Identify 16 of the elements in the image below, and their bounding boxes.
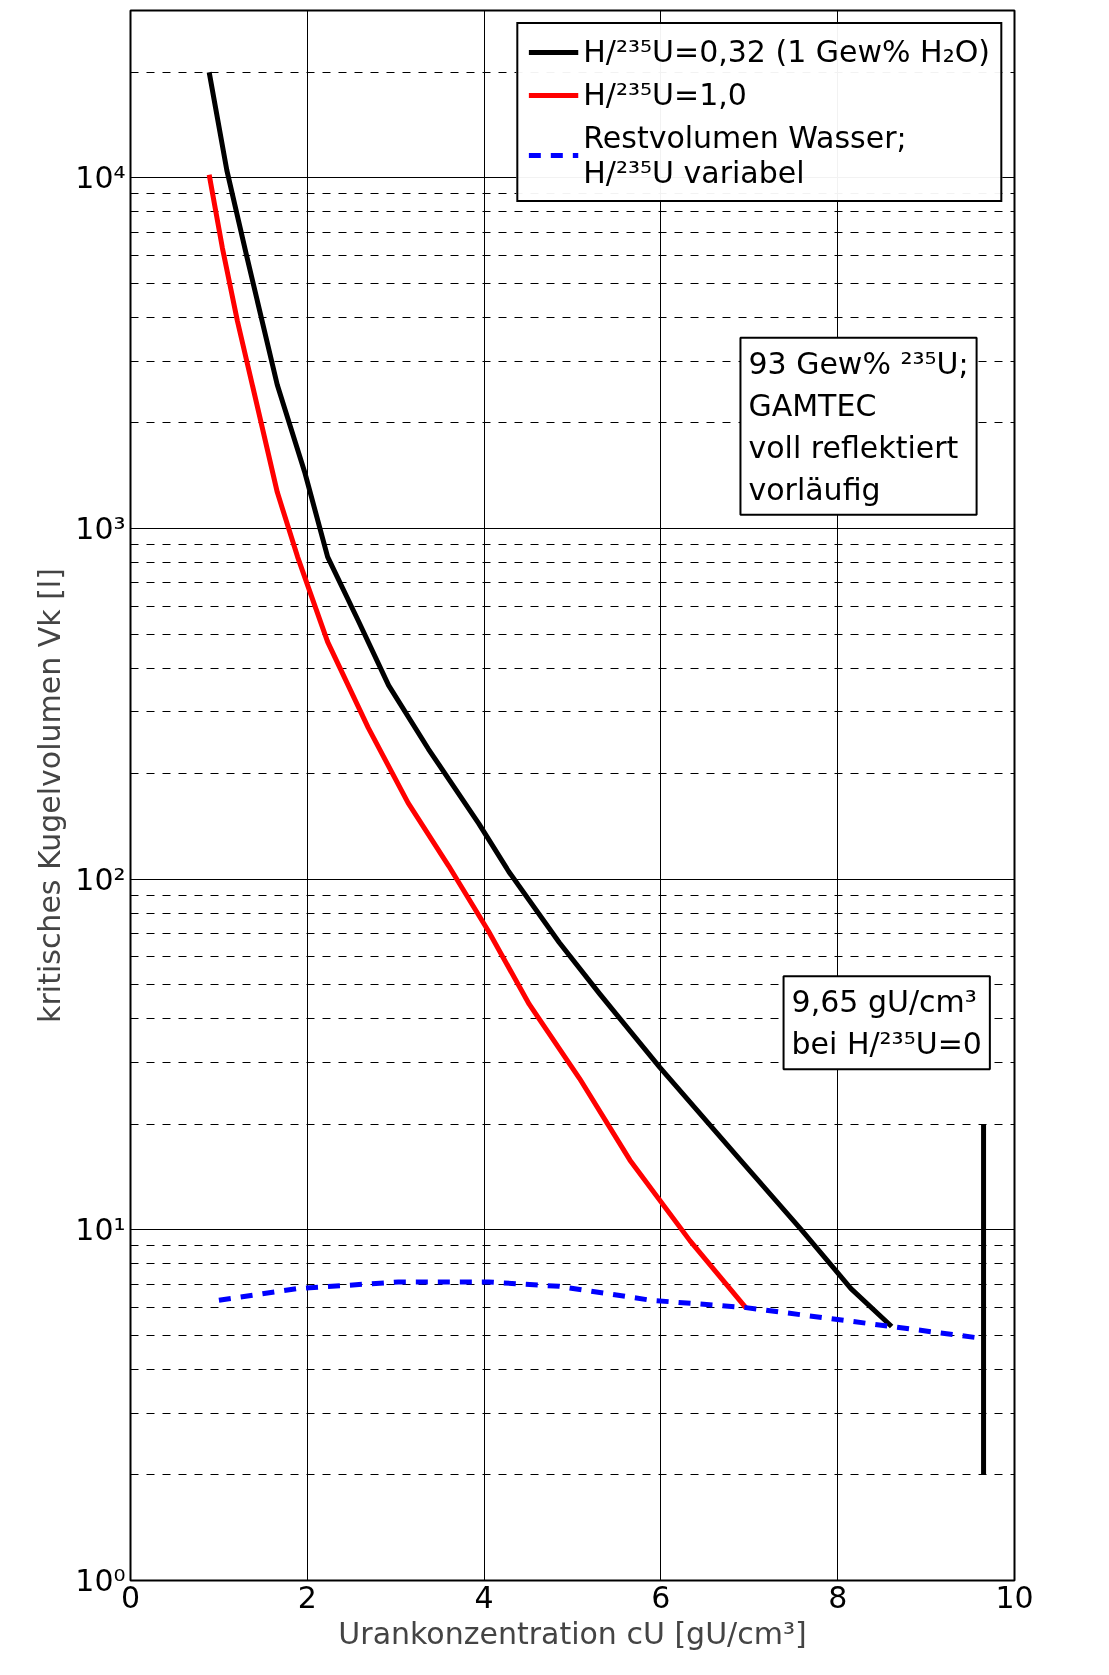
y-tick-label: 10³	[75, 510, 126, 546]
annotation: 93 Gew% ²³⁵U; GAMTEC voll reflektiert vorläufig	[748, 345, 969, 507]
y-tick-label: 10⁴	[75, 160, 126, 196]
x-tick-label: 2	[297, 1579, 317, 1615]
x-axis-title: Urankonzentration cU [gU/cm³]	[338, 1615, 807, 1651]
x-tick-label: 4	[474, 1579, 494, 1615]
x-tick-label: 8	[828, 1579, 848, 1615]
annotation: 9,65 gU/cm³ bei H/²³⁵U=0	[791, 984, 982, 1062]
y-tick-label: 10²	[75, 861, 126, 897]
x-tick-label: 10	[995, 1579, 1034, 1615]
y-axis-title: kritisches Kugelvolumen Vk [l]	[32, 568, 68, 1023]
x-tick-label: 6	[651, 1579, 671, 1615]
legend-label: Restvolumen Wasser; H/²³⁵U variabel	[583, 120, 907, 190]
legend-label: H/²³⁵U=0,32 (1 Gew% H₂O)	[583, 34, 990, 69]
y-tick-label: 10¹	[75, 1212, 126, 1248]
legend-label: H/²³⁵U=1,0	[583, 77, 747, 112]
